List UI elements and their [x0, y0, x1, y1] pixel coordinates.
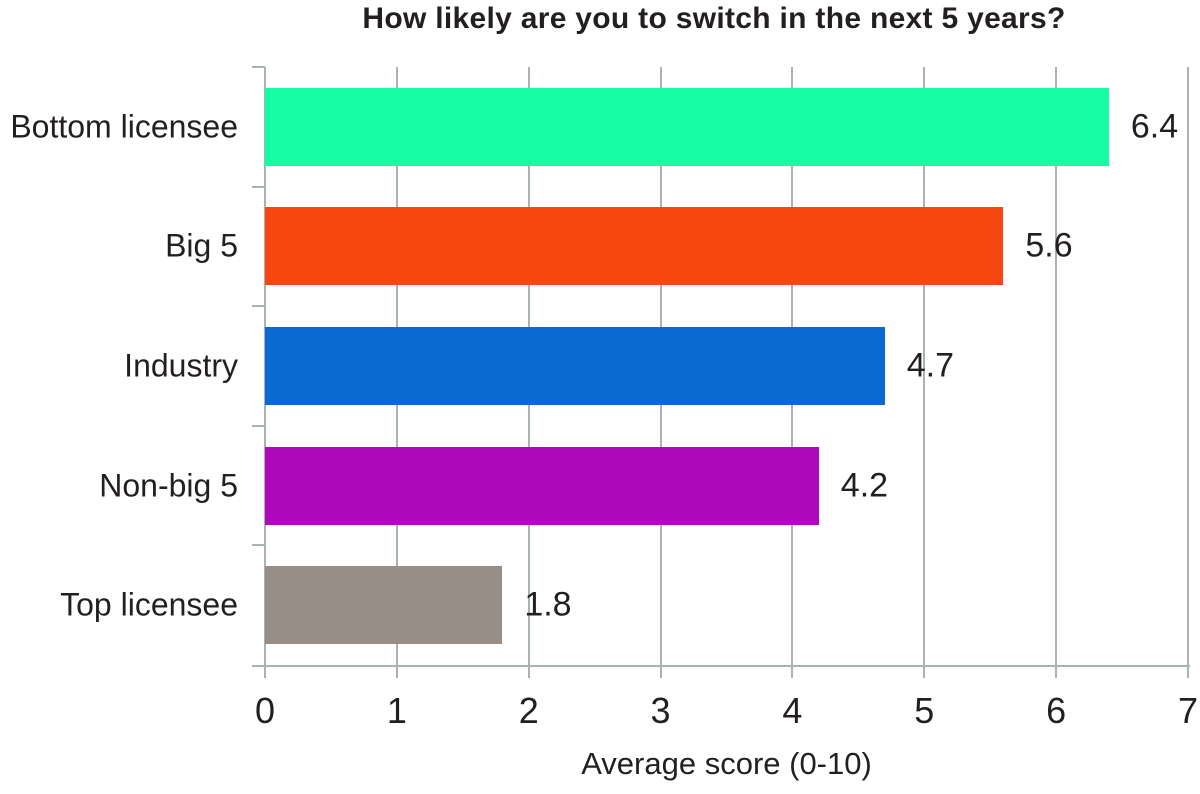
x-axis-line	[252, 665, 1190, 667]
bar	[265, 207, 1004, 286]
x-tick-label: 5	[914, 690, 935, 731]
value-label: 5.6	[1025, 226, 1073, 265]
value-label: 4.2	[840, 466, 889, 505]
y-axis-tick	[252, 305, 265, 308]
category-label: Top licensee	[60, 586, 238, 623]
category-label: Industry	[124, 347, 238, 384]
y-axis-tick	[252, 185, 265, 188]
category-label: Non-big 5	[99, 467, 238, 504]
x-tick-label: 7	[1177, 690, 1199, 731]
x-tick-label: 2	[518, 690, 539, 731]
value-label: 4.7	[906, 346, 954, 385]
x-tick-label: 3	[650, 690, 671, 731]
bar	[265, 87, 1109, 166]
chart-title: How likely are you to switch in the next…	[362, 2, 1066, 35]
value-label: 6.4	[1130, 107, 1179, 146]
x-tick-label: 4	[782, 690, 803, 731]
bar	[265, 446, 819, 525]
gridline	[1055, 67, 1058, 678]
gridline	[923, 67, 926, 678]
x-axis-label: Average score (0-10)	[581, 746, 872, 781]
y-axis-tick	[252, 66, 265, 68]
bar	[265, 327, 885, 405]
category-label: Bottom licensee	[10, 108, 238, 145]
category-label: Big 5	[165, 227, 238, 264]
x-tick-label: 0	[254, 690, 276, 731]
bar	[265, 566, 503, 645]
gridline	[1187, 67, 1189, 678]
x-tick-label: 1	[386, 690, 407, 731]
y-axis-tick	[252, 424, 265, 427]
y-axis-tick	[252, 544, 265, 547]
value-label: 1.8	[524, 585, 572, 624]
x-tick-label: 6	[1046, 690, 1067, 731]
